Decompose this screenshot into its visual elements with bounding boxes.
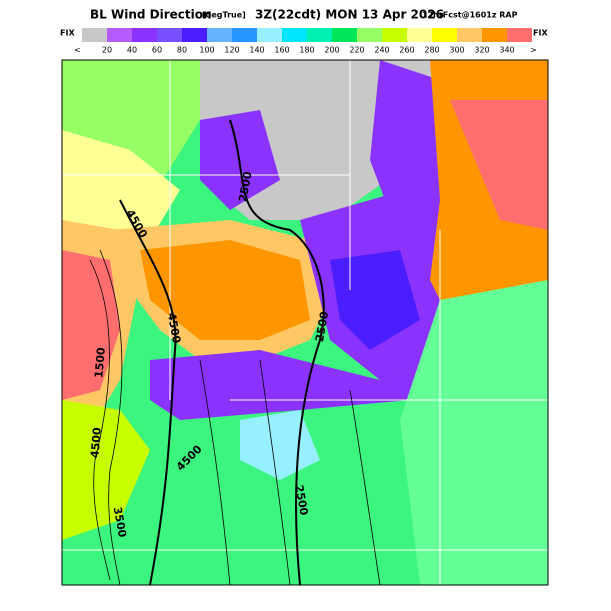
contours	[89, 249, 381, 586]
contour-label: 4500	[165, 312, 183, 345]
field	[330, 250, 420, 350]
colorbar-label: 40	[127, 46, 137, 55]
colorbar-box	[157, 28, 182, 42]
field	[62, 400, 150, 540]
colorbar-label: 300	[449, 46, 464, 55]
borders	[62, 60, 548, 585]
colorbar-left: FIX	[60, 29, 75, 38]
main-contours	[119, 119, 325, 586]
colorbar-box	[132, 28, 157, 42]
model-run: 12hrFcst@1601z RAP	[422, 11, 518, 20]
colorbar-box	[207, 28, 232, 42]
contour-label: 2500	[292, 484, 310, 517]
colorbar-label: 60	[152, 46, 162, 55]
valid-time: 3Z(22cdt) MON 13 Apr 2026	[255, 8, 444, 22]
colorbar-box	[257, 28, 282, 42]
colorbar-below: <	[74, 46, 81, 55]
colorbar-label: 120	[224, 46, 239, 55]
colorbar-box	[82, 28, 107, 42]
colorbar-box	[307, 28, 332, 42]
field	[400, 280, 548, 585]
colorbar-label: 340	[499, 46, 514, 55]
colorbar: 20 40 60 80 100 120 140 160 180 200 220 240 260 280 30…	[82, 28, 532, 55]
colorbar-box	[107, 28, 132, 42]
colorbar-label: 100	[199, 46, 214, 55]
field	[370, 60, 450, 240]
colorbar-label: 320	[474, 46, 489, 55]
colorbar-label: 220	[349, 46, 364, 55]
contour-label: 1500	[92, 347, 108, 379]
title: BL Wind Direction	[90, 8, 212, 22]
field	[62, 250, 120, 400]
colorbar-label: 200	[324, 46, 339, 55]
colorbar-box	[457, 28, 482, 42]
colorbar-box	[507, 28, 532, 42]
colorbar-above: >	[530, 46, 537, 55]
colorbar-label: 240	[374, 46, 389, 55]
colorbar-label: 20	[102, 46, 112, 55]
field	[150, 350, 430, 420]
colorbar-right: FIX	[533, 29, 548, 38]
colorbar-box	[482, 28, 507, 42]
colorbar-label: 180	[299, 46, 314, 55]
colorbar-box	[432, 28, 457, 42]
colorbar-box	[357, 28, 382, 42]
colorbar-label: 80	[177, 46, 187, 55]
field	[450, 100, 548, 230]
colorbar-box	[407, 28, 432, 42]
colorbar-label: 160	[274, 46, 289, 55]
colorbar-box	[332, 28, 357, 42]
colorbar-label: 260	[399, 46, 414, 55]
colorbar-box	[382, 28, 407, 42]
colorbar-box	[232, 28, 257, 42]
contour-label: 4500	[88, 427, 104, 459]
contour-label: 2500	[236, 170, 254, 203]
colorbar-label: 280	[424, 46, 439, 55]
map-frame	[61, 59, 549, 586]
field	[140, 240, 310, 340]
colorbar-label: 140	[249, 46, 264, 55]
contour-label: 2500	[313, 310, 331, 343]
colorbar-box	[182, 28, 207, 42]
map	[61, 59, 549, 586]
colorbar-box	[282, 28, 307, 42]
units: [degTrue]	[202, 11, 246, 20]
contour-label: 3500	[111, 506, 129, 539]
